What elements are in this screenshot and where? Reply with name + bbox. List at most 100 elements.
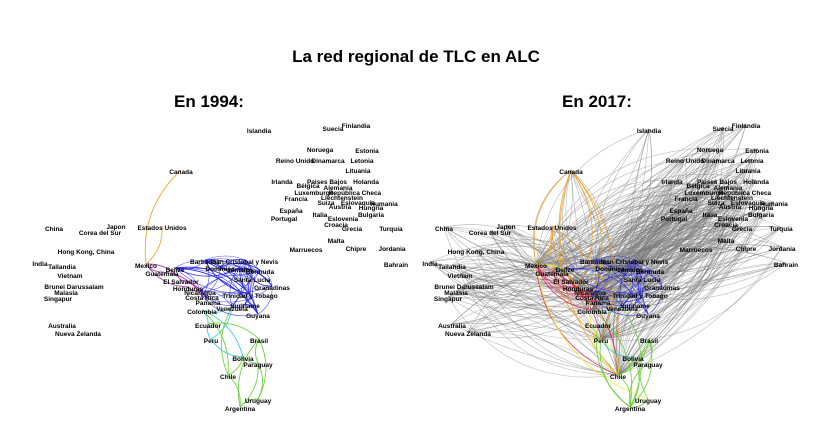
edge-2017-jamaica-marruecos	[629, 244, 697, 269]
edge-2017-guyana-belize	[564, 267, 649, 315]
node-label-colombia: Colombia	[577, 309, 607, 316]
node-label-republica-checa: República Checa	[719, 190, 772, 197]
node-label-alemania: Alemania	[714, 185, 743, 192]
edge-2017-nicaragua-bahrain	[589, 262, 787, 297]
edge-2017-bolivia-argentina	[629, 356, 640, 408]
edge-1994-brasil-argentina	[237, 338, 260, 408]
edge-2017-dominica-belize	[564, 260, 611, 269]
node-label-malasia: Malasia	[444, 290, 468, 297]
edge-2017-jamaica-finlandia	[629, 123, 747, 269]
node-label-barbados: Barbados	[580, 259, 610, 266]
edge-2017-barbados-brunei-darussalam	[463, 259, 596, 286]
edge-2017-paraguay-argentina	[628, 362, 649, 408]
edge-2017-panama-turquia	[597, 226, 782, 302]
edge-2017-costa-rica-nueva-zelanda	[467, 295, 593, 333]
edge-2017-mexico-holanda	[535, 174, 757, 265]
node-label-eslovenia: Eslovenia	[718, 216, 749, 223]
edge-1994-santa-lucia-granadinas	[251, 277, 273, 287]
edge-2017-dominica-vietnam	[459, 266, 611, 275]
node-label-portugal: Portugal	[661, 216, 688, 223]
edge-2017-barbados-nueva-zelanda	[467, 259, 596, 333]
edge-2017-chile-nueva-zelanda	[467, 331, 619, 376]
edge-2017-trinidad-y-tobago-eslovenia	[639, 216, 734, 295]
node-label-uruguay: Uruguay	[245, 398, 272, 405]
node-label-portugal: Portugal	[271, 216, 298, 223]
edge-2017-mexico-panama	[535, 263, 599, 302]
node-label-guyana: Guyana	[246, 313, 270, 320]
node-label-australia: Australia	[48, 323, 76, 330]
edge-2017-jamaica-suriname	[629, 267, 639, 305]
node-label-vietnam: Vietnam	[57, 273, 82, 280]
edge-1994-uruguay-argentina	[239, 398, 259, 408]
edge-2017-jamaica-jordania	[629, 246, 783, 273]
edge-2017-nicaragua-eslovaquia	[589, 200, 749, 292]
edge-2017-guatemala-panama	[551, 271, 599, 302]
node-label-guatemala: Guatemala	[145, 271, 179, 278]
node-label-nicaragua: Nicaragua	[574, 290, 606, 297]
edge-1994-dominica-granadinas	[219, 265, 273, 287]
node-label-india: India	[32, 261, 48, 268]
node-label-bolivia: Bolivia	[622, 356, 644, 363]
edge-2017-mexico-uruguay	[535, 263, 649, 400]
node-label-francia: Francia	[674, 196, 698, 203]
node-label-brunei-darussalam: Brunei Darussalam	[44, 284, 103, 291]
node-label-holanda: Holanda	[743, 179, 769, 186]
edge-2017-guatemala-islandia	[551, 128, 650, 273]
node-label-chipre: Chipre	[736, 246, 757, 253]
edge-2017-trinidad-y-tobago-espana	[639, 208, 682, 295]
edge-2017-guatemala-malasia	[455, 271, 553, 299]
node-label-peru: Peru	[594, 338, 608, 345]
node-label-brasil: Brasil	[640, 338, 658, 345]
node-label-noruega: Noruega	[697, 147, 724, 154]
edge-1994-jamaica-venezuela	[231, 267, 243, 308]
edge-2017-costa-rica-republica-checa	[591, 190, 746, 297]
node-label-santa-lucia: Santa Lucia	[624, 277, 661, 284]
edge-2017-trinidad-y-tobago-bahrain	[639, 262, 787, 300]
edge-2017-jamaica-estonia	[629, 148, 758, 269]
node-label-venezuela: Venezuela	[216, 306, 248, 313]
node-label-belgica: Bélgica	[686, 183, 710, 190]
node-label-hungria: Hungría	[749, 205, 774, 212]
edge-2017-suriname-nicaragua	[589, 290, 636, 307]
edge-2017-el-salvador-croacia	[570, 222, 727, 281]
edge-1994-brasil-uruguay	[257, 338, 267, 400]
node-label-belgica: Bélgica	[296, 183, 320, 190]
node-label-argentina: Argentina	[225, 406, 256, 413]
edge-2017-guatemala-dinamarca	[551, 158, 719, 273]
edge-2017-colombia-brunei-darussalam	[463, 279, 593, 311]
edge-2017-barbados-eslovaquia	[594, 200, 749, 265]
edge-2017-nicaragua-reino-unido	[589, 158, 686, 292]
node-label-hong-kong-china: Hong Kong, China	[448, 249, 505, 256]
node-label-croacia: Croacia	[714, 222, 738, 229]
edge-2017-barbados-paises-bajos	[594, 179, 718, 261]
edge-2017-barbados-tailandia	[451, 239, 596, 266]
node-label-guatemala: Guatemala	[535, 271, 569, 278]
edge-2017-dominica-australia	[451, 265, 611, 325]
node-label-panama: Panama	[586, 300, 611, 307]
edge-2017-dominica-jordania	[609, 234, 783, 268]
node-label-vietnam: Vietnam	[447, 273, 472, 280]
edge-2017-honduras-singapur	[447, 286, 579, 309]
edge-1994-honduras-nicaragua	[187, 286, 201, 292]
edge-2017-trinidad-y-tobago-hong-kong-china	[475, 245, 641, 295]
edge-2017-canada-mexico	[533, 169, 572, 265]
chart-title: La red regional de TLC en ALC	[292, 47, 540, 66]
edge-1994-san-cristobal-y-nevis-santa-lucia	[244, 259, 253, 279]
node-label-austria: Austria	[719, 204, 742, 211]
node-label-luxemburgo: Luxemburgo	[684, 190, 723, 197]
edge-2017-barbados-hong-kong-china	[475, 249, 596, 266]
edge-2017-trinidad-y-tobago-suecia	[639, 126, 724, 295]
edge-2017-peru-japon	[505, 224, 602, 340]
node-label-italia: Italia	[313, 212, 328, 219]
edge-2017-peru-vietnam	[459, 273, 602, 340]
node-label-croacia: Croacia	[324, 222, 348, 229]
edge-1994-venezuela-chile	[220, 306, 233, 376]
node-label-venezuela: Venezuela	[606, 306, 638, 313]
edge-1994-bolivia-paraguay	[242, 356, 259, 364]
node-label-nueva-zelanda: Nueva Zelanda	[55, 331, 101, 338]
edge-2017-colombia-argentina	[591, 309, 633, 408]
node-label-ecuador: Ecuador	[195, 323, 221, 330]
node-label-uruguay: Uruguay	[635, 398, 662, 405]
node-label-lituania: Lituania	[736, 168, 761, 175]
